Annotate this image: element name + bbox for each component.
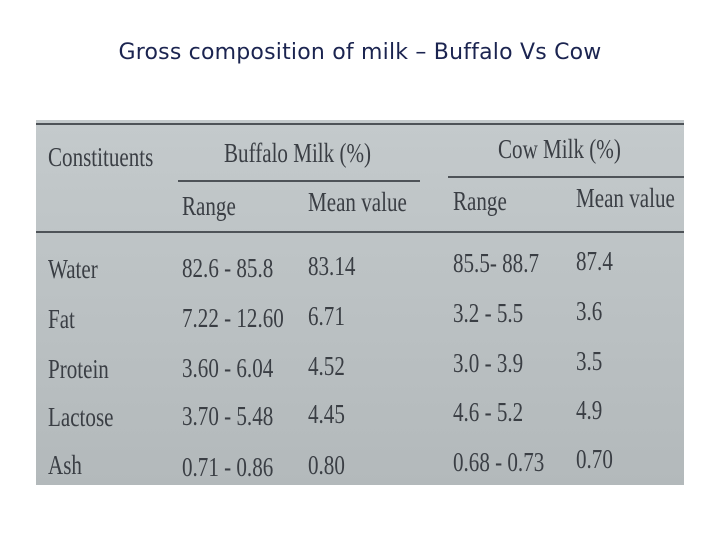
buffalo-mean-cell: 0.80 (308, 450, 345, 480)
buffalo-range-cell: 3.60 - 6.04 (182, 353, 274, 383)
cow-range-cell: 0.68 - 0.73 (453, 447, 545, 477)
header-cow: Cow Milk (%) (498, 134, 621, 164)
row-name: Lactose (48, 402, 114, 432)
buffalo-range-cell: 0.71 - 0.86 (182, 452, 274, 482)
row-name: Water (48, 254, 98, 284)
header-buffalo: Buffalo Milk (%) (224, 138, 372, 168)
slide-title: Gross composition of milk – Buffalo Vs C… (118, 40, 602, 65)
header-constituents: Constituents (48, 142, 154, 172)
buffalo-mean-cell: 4.45 (308, 399, 345, 429)
cow-range-cell: 3.2 - 5.5 (453, 298, 524, 328)
header-buffalo-range: Range (182, 191, 236, 221)
buffalo-mean-cell: 83.14 (308, 251, 356, 281)
row-name: Protein (48, 354, 109, 384)
buffalo-mean-cell: 6.71 (308, 301, 345, 331)
header-cow-range: Range (453, 186, 507, 216)
buffalo-mean-cell: 4.52 (308, 351, 345, 381)
cow-range-cell: 4.6 - 5.2 (453, 397, 524, 427)
buffalo-range-cell: 7.22 - 12.60 (182, 303, 284, 333)
cow-rule (448, 176, 684, 178)
header-buffalo-mean: Mean value (308, 187, 407, 217)
buffalo-range-cell: 3.70 - 5.48 (182, 401, 274, 431)
cow-range-cell: 3.0 - 3.9 (453, 348, 524, 378)
header-bottom-rule (36, 231, 684, 233)
buffalo-range-cell: 82.6 - 85.8 (182, 253, 274, 283)
top-rule (36, 123, 684, 125)
header-cow-mean: Mean value (576, 183, 675, 213)
cow-mean-cell: 0.70 (576, 444, 613, 474)
table-photo: Constituents Buffalo Milk (%) Cow Milk (… (36, 120, 684, 485)
cow-mean-cell: 87.4 (576, 246, 613, 276)
cow-mean-cell: 4.9 (576, 395, 603, 425)
buffalo-rule (178, 180, 420, 182)
cow-mean-cell: 3.6 (576, 296, 603, 326)
cow-range-cell: 85.5- 88.7 (453, 248, 539, 278)
row-name: Ash (48, 450, 82, 480)
row-name: Fat (48, 304, 75, 334)
cow-mean-cell: 3.5 (576, 346, 603, 376)
